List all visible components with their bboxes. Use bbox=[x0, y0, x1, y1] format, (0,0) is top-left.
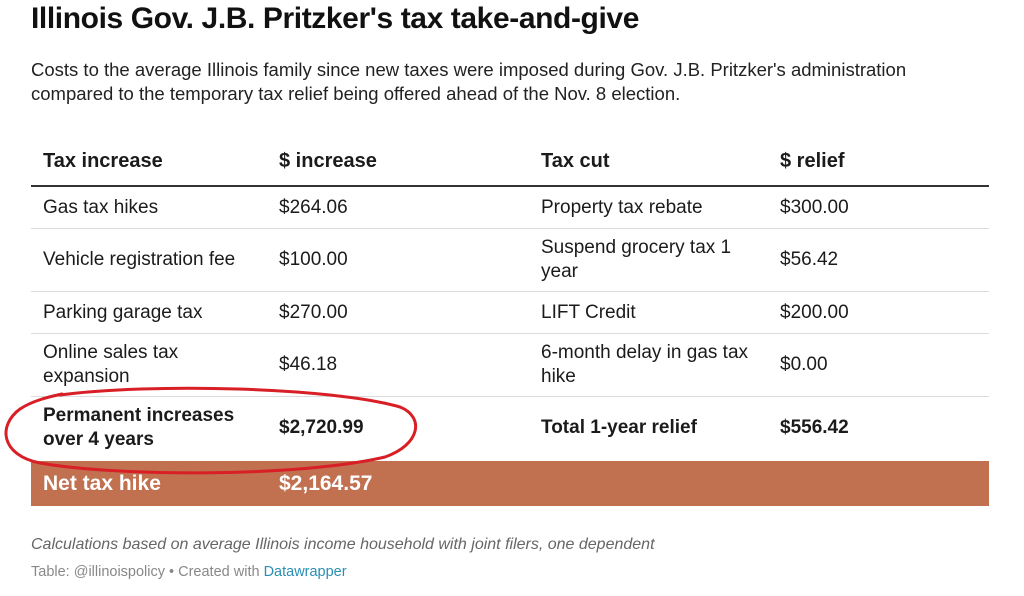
table-row: Parking garage tax $270.00 LIFT Credit $… bbox=[31, 292, 989, 334]
cell-total-relief-label: Total 1-year relief bbox=[541, 417, 697, 438]
chart-subtitle: Costs to the average Illinois family sin… bbox=[31, 59, 907, 104]
column-header-relief-amount: $ relief bbox=[780, 149, 845, 172]
cell-increase-amount: $264.06 bbox=[279, 196, 348, 218]
net-tax-hike-row: Net tax hike $2,164.57 bbox=[31, 461, 989, 506]
table-row: Online sales tax expansion $46.18 6-mont… bbox=[31, 334, 989, 397]
cell-tax-increase: Vehicle registration fee bbox=[43, 249, 236, 270]
column-header-increase-amount: $ increase bbox=[279, 149, 377, 172]
cell-tax-cut: Suspend grocery tax 1 year bbox=[541, 237, 732, 282]
column-header-tax-cut: Tax cut bbox=[541, 149, 610, 172]
cell-tax-increase: Online sales tax expansion bbox=[43, 342, 179, 387]
cell-relief-amount: $300.00 bbox=[780, 196, 849, 218]
credit-line: Table: @illinoispolicy • Created with Da… bbox=[31, 564, 347, 580]
cell-increase-amount: $100.00 bbox=[279, 249, 348, 270]
footnote: Calculations based on average Illinois i… bbox=[31, 536, 655, 553]
table-header-row: Tax increase $ increase Tax cut $ relief bbox=[31, 136, 989, 187]
cell-tax-cut: 6-month delay in gas tax hike bbox=[541, 342, 749, 387]
totals-row: Permanent increases over 4 years $2,720.… bbox=[31, 397, 989, 459]
cell-increase-amount: $270.00 bbox=[279, 301, 348, 323]
cell-relief-amount: $56.42 bbox=[780, 249, 839, 270]
cell-relief-amount: $0.00 bbox=[780, 354, 828, 375]
chart-title: Illinois Gov. J.B. Pritzker's tax take-a… bbox=[31, 2, 639, 35]
cell-total-relief-amount: $556.42 bbox=[780, 417, 849, 438]
table-row: Gas tax hikes $264.06 Property tax rebat… bbox=[31, 187, 989, 229]
cell-relief-amount: $200.00 bbox=[780, 301, 849, 323]
cell-net-tax-hike-label: Net tax hike bbox=[43, 471, 161, 495]
cell-permanent-increases-amount: $2,720.99 bbox=[279, 417, 364, 438]
column-header-tax-increase: Tax increase bbox=[43, 149, 163, 172]
cell-tax-cut: LIFT Credit bbox=[541, 301, 636, 323]
cell-permanent-increases-label: Permanent increases over 4 years bbox=[43, 405, 235, 450]
cell-increase-amount: $46.18 bbox=[279, 354, 338, 375]
cell-net-tax-hike-amount: $2,164.57 bbox=[279, 471, 373, 495]
cell-tax-increase: Gas tax hikes bbox=[43, 196, 159, 218]
tax-table: Tax increase $ increase Tax cut $ relief… bbox=[31, 136, 989, 506]
datawrapper-link[interactable]: Datawrapper bbox=[263, 564, 347, 580]
table-row: Vehicle registration fee $100.00 Suspend… bbox=[31, 229, 989, 292]
credit-text: Table: @illinoispolicy • Created with bbox=[31, 564, 264, 580]
cell-tax-increase: Parking garage tax bbox=[43, 301, 203, 323]
cell-tax-cut: Property tax rebate bbox=[541, 196, 703, 218]
